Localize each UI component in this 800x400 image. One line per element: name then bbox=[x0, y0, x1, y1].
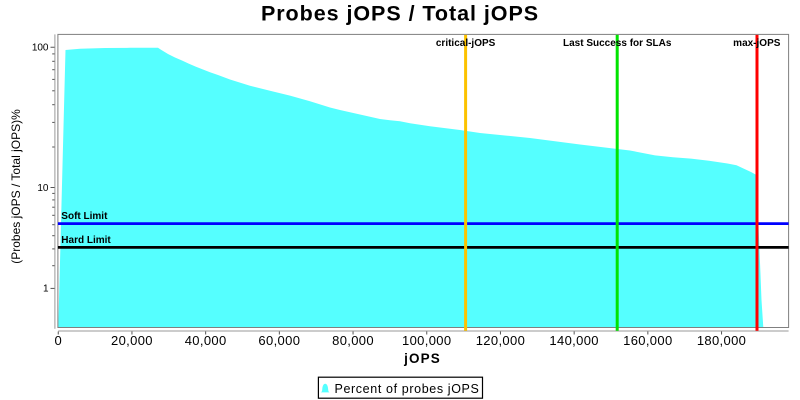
svg-text:(Probes jOPS / Total jOPS)%: (Probes jOPS / Total jOPS)% bbox=[9, 109, 23, 264]
svg-text:Probes jOPS / Total jOPS: Probes jOPS / Total jOPS bbox=[261, 2, 539, 26]
svg-text:1: 1 bbox=[43, 284, 49, 295]
svg-text:critical-jOPS: critical-jOPS bbox=[436, 38, 496, 49]
svg-text:160,000: 160,000 bbox=[623, 333, 672, 348]
svg-text:40,000: 40,000 bbox=[185, 333, 227, 348]
svg-text:Soft Limit: Soft Limit bbox=[61, 211, 108, 222]
svg-text:80,000: 80,000 bbox=[332, 333, 374, 348]
svg-text:180,000: 180,000 bbox=[697, 333, 746, 348]
svg-text:10: 10 bbox=[37, 183, 49, 194]
svg-text:Hard Limit: Hard Limit bbox=[61, 235, 111, 246]
svg-text:100: 100 bbox=[32, 43, 49, 54]
svg-text:jOPS: jOPS bbox=[403, 351, 441, 366]
svg-text:0: 0 bbox=[54, 333, 62, 348]
svg-text:Percent of probes jOPS: Percent of probes jOPS bbox=[335, 382, 480, 396]
svg-text:140,000: 140,000 bbox=[549, 333, 598, 348]
svg-text:max-jOPS: max-jOPS bbox=[733, 38, 781, 49]
svg-text:120,000: 120,000 bbox=[476, 333, 525, 348]
svg-text:60,000: 60,000 bbox=[258, 333, 300, 348]
svg-text:Last Success for SLAs: Last Success for SLAs bbox=[563, 38, 672, 49]
svg-text:20,000: 20,000 bbox=[111, 333, 153, 348]
svg-text:100,000: 100,000 bbox=[402, 333, 451, 348]
